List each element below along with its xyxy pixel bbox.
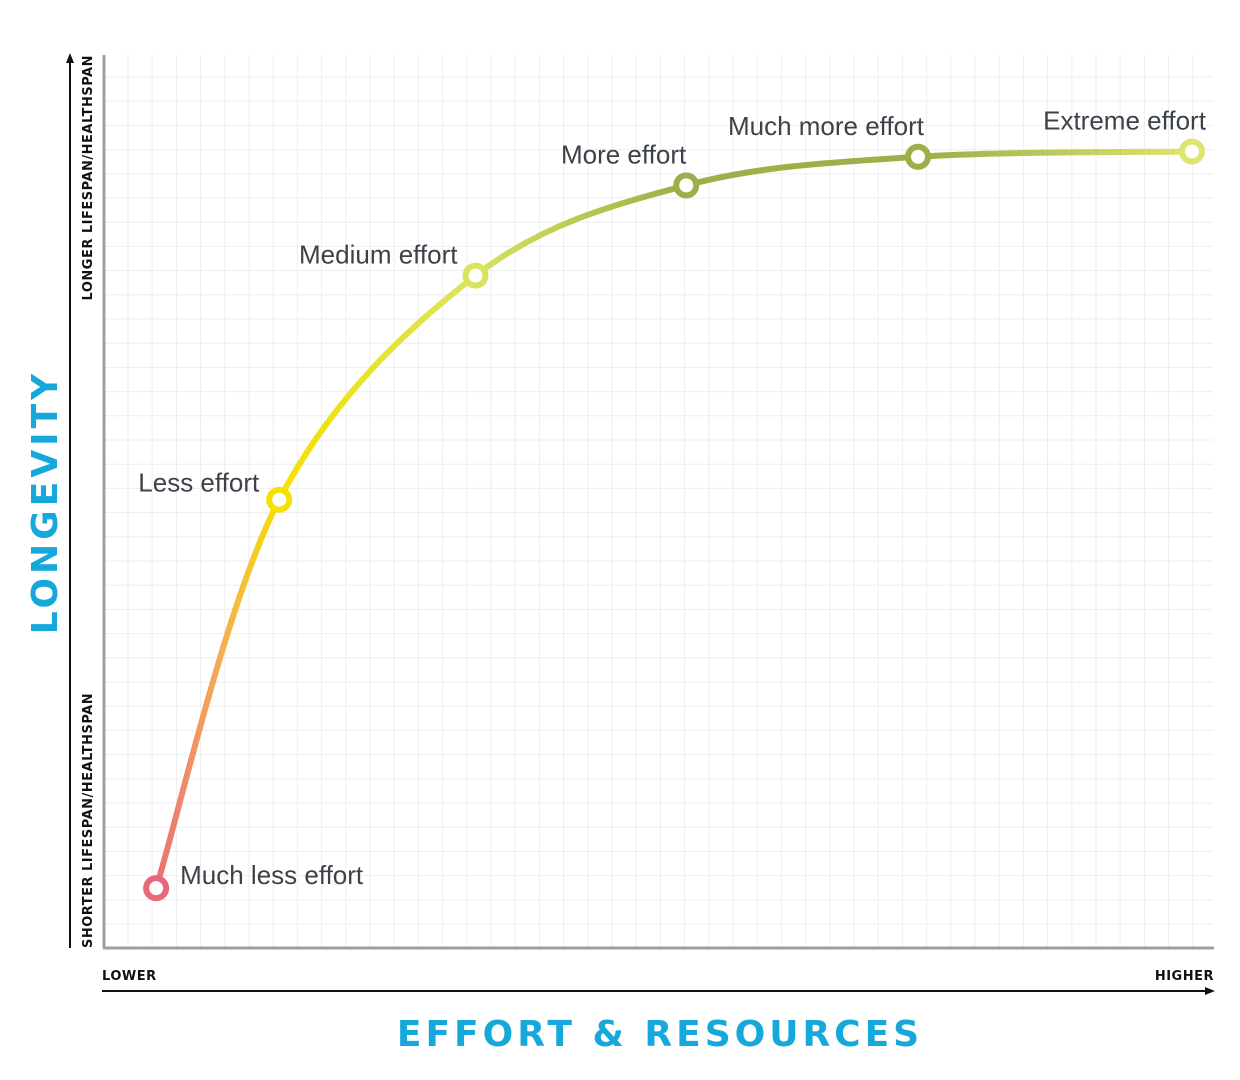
x-axis-title: EFFORT & RESOURCES <box>397 1014 923 1055</box>
effort-longevity-curve <box>153 148 1195 892</box>
y-arrow-head-icon <box>66 53 74 63</box>
data-point-marker <box>266 486 293 513</box>
x-low-label: LOWER <box>102 969 157 984</box>
data-point-label: More effort <box>561 139 687 169</box>
data-points: Much less effort Less effort Medium effort… <box>138 105 1207 902</box>
data-point-label: Less effort <box>138 468 260 498</box>
data-point-label: Much more effort <box>728 111 925 141</box>
data-point-marker <box>905 143 932 170</box>
data-point-marker <box>1178 138 1205 165</box>
grid <box>104 55 1213 948</box>
y-low-label: SHORTER LIFESPAN/HEALTHSPAN <box>81 693 96 948</box>
data-point-marker <box>462 262 489 289</box>
data-point-label: Extreme effort <box>1043 105 1207 135</box>
data-point-marker <box>143 875 170 902</box>
y-high-label: LONGER LIFESPAN/HEALTHSPAN <box>81 55 96 300</box>
y-axis-title: LONGEVITY <box>25 370 66 634</box>
x-arrow-head-icon <box>1205 987 1215 995</box>
data-point-marker <box>673 172 700 199</box>
data-point-label: Medium effort <box>299 240 458 270</box>
data-point-label: Much less effort <box>180 860 364 890</box>
x-high-label: HIGHER <box>1155 969 1214 984</box>
